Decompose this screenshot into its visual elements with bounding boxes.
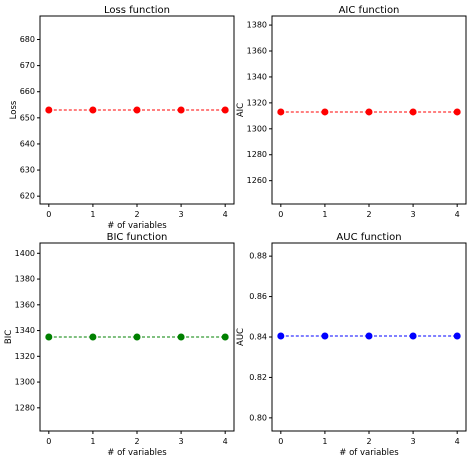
x-tick-label: 4 xyxy=(223,437,228,446)
y-tick-label: 1340 xyxy=(247,72,267,81)
y-tick-label: 1380 xyxy=(15,275,35,284)
y-tick-label: 670 xyxy=(20,61,35,70)
bic-subplot: BIC function # of variables BIC 0 1 2 3 … xyxy=(4,232,235,458)
y-tick-label: 1300 xyxy=(15,378,35,387)
data-point xyxy=(45,333,53,341)
y-tick-label: 1320 xyxy=(15,352,35,361)
data-series xyxy=(45,333,229,341)
x-tick-label: 2 xyxy=(134,437,139,446)
data-point xyxy=(365,108,373,116)
y-tick-label: 1360 xyxy=(15,300,35,309)
data-point xyxy=(453,108,461,116)
data-series xyxy=(277,332,461,340)
chart-title: AIC function xyxy=(339,5,400,16)
data-point xyxy=(133,106,141,114)
x-tick-label: 4 xyxy=(455,210,460,219)
x-tick-label: 0 xyxy=(46,210,51,219)
x-axis-label: # of variables xyxy=(339,448,399,458)
auc-subplot: AUC function # of variables AUC 0 1 2 3 … xyxy=(236,232,467,458)
y-ticks: 1260 1280 1300 1320 1340 1360 1380 xyxy=(247,21,272,185)
x-axis-label: # of variables xyxy=(107,221,167,231)
x-ticks: 0 1 2 3 4 xyxy=(46,204,228,219)
y-tick-label: 1360 xyxy=(247,47,267,56)
y-tick-label: 1400 xyxy=(15,249,35,258)
loss-subplot: Loss function # of variables Loss 0 1 2 … xyxy=(9,5,235,231)
y-tick-label: 640 xyxy=(20,139,35,148)
data-point xyxy=(177,333,185,341)
x-tick-label: 1 xyxy=(322,210,327,219)
y-tick-label: 1320 xyxy=(247,98,267,107)
y-tick-label: 0.80 xyxy=(249,413,267,422)
x-tick-label: 3 xyxy=(411,210,416,219)
y-axis-label: AUC xyxy=(236,328,246,346)
x-tick-label: 2 xyxy=(134,210,139,219)
y-tick-label: 1300 xyxy=(247,124,267,133)
y-ticks: 0.80 0.82 0.84 0.86 0.88 xyxy=(249,252,272,422)
y-tick-label: 650 xyxy=(20,113,35,122)
y-tick-label: 1280 xyxy=(15,403,35,412)
aic-subplot: AIC function AIC 0 1 2 3 4 xyxy=(236,5,467,219)
x-tick-label: 1 xyxy=(90,437,95,446)
data-point xyxy=(321,108,329,116)
x-tick-label: 3 xyxy=(179,437,184,446)
data-point xyxy=(177,106,185,114)
data-series xyxy=(45,106,229,114)
x-tick-label: 1 xyxy=(90,210,95,219)
y-ticks: 620 630 640 650 660 670 680 xyxy=(20,35,40,201)
x-ticks: 0 1 2 3 4 xyxy=(46,431,228,446)
y-tick-label: 1280 xyxy=(247,150,267,159)
data-series xyxy=(277,108,461,116)
y-tick-label: 0.86 xyxy=(249,292,267,301)
chart-title: AUC function xyxy=(336,232,401,243)
y-tick-label: 620 xyxy=(20,192,35,201)
y-tick-label: 680 xyxy=(20,35,35,44)
x-tick-label: 0 xyxy=(278,437,283,446)
y-axis-label: BIC xyxy=(4,330,14,344)
data-point xyxy=(409,332,417,340)
x-tick-label: 4 xyxy=(455,437,460,446)
data-point xyxy=(89,333,97,341)
chart-title: Loss function xyxy=(104,5,170,16)
data-point xyxy=(89,106,97,114)
y-ticks: 1280 1300 1320 1340 1360 1380 1400 xyxy=(15,249,40,412)
data-point xyxy=(321,332,329,340)
y-tick-label: 630 xyxy=(20,166,35,175)
y-tick-label: 660 xyxy=(20,87,35,96)
data-point xyxy=(277,332,285,340)
chart-title: BIC function xyxy=(107,232,168,243)
data-point xyxy=(453,332,461,340)
x-tick-label: 4 xyxy=(223,210,228,219)
x-tick-label: 3 xyxy=(411,437,416,446)
y-tick-label: 1260 xyxy=(247,176,267,185)
y-tick-label: 1340 xyxy=(15,326,35,335)
data-point xyxy=(221,333,229,341)
data-point xyxy=(45,106,53,114)
data-point xyxy=(409,108,417,116)
data-point xyxy=(277,108,285,116)
x-tick-label: 2 xyxy=(366,437,371,446)
data-point xyxy=(221,106,229,114)
y-tick-label: 0.88 xyxy=(249,252,267,261)
x-tick-label: 0 xyxy=(46,437,51,446)
x-tick-label: 0 xyxy=(278,210,283,219)
x-tick-label: 2 xyxy=(366,210,371,219)
x-tick-label: 3 xyxy=(179,210,184,219)
x-ticks: 0 1 2 3 4 xyxy=(278,204,460,219)
y-tick-label: 0.82 xyxy=(249,373,267,382)
y-tick-label: 0.84 xyxy=(249,333,267,342)
y-tick-label: 1380 xyxy=(247,21,267,30)
y-axis-label: Loss xyxy=(9,100,19,119)
data-point xyxy=(365,332,373,340)
data-point xyxy=(133,333,141,341)
y-axis-label: AIC xyxy=(236,103,246,117)
x-axis-label: # of variables xyxy=(107,448,167,458)
x-tick-label: 1 xyxy=(322,437,327,446)
x-ticks: 0 1 2 3 4 xyxy=(278,431,460,446)
